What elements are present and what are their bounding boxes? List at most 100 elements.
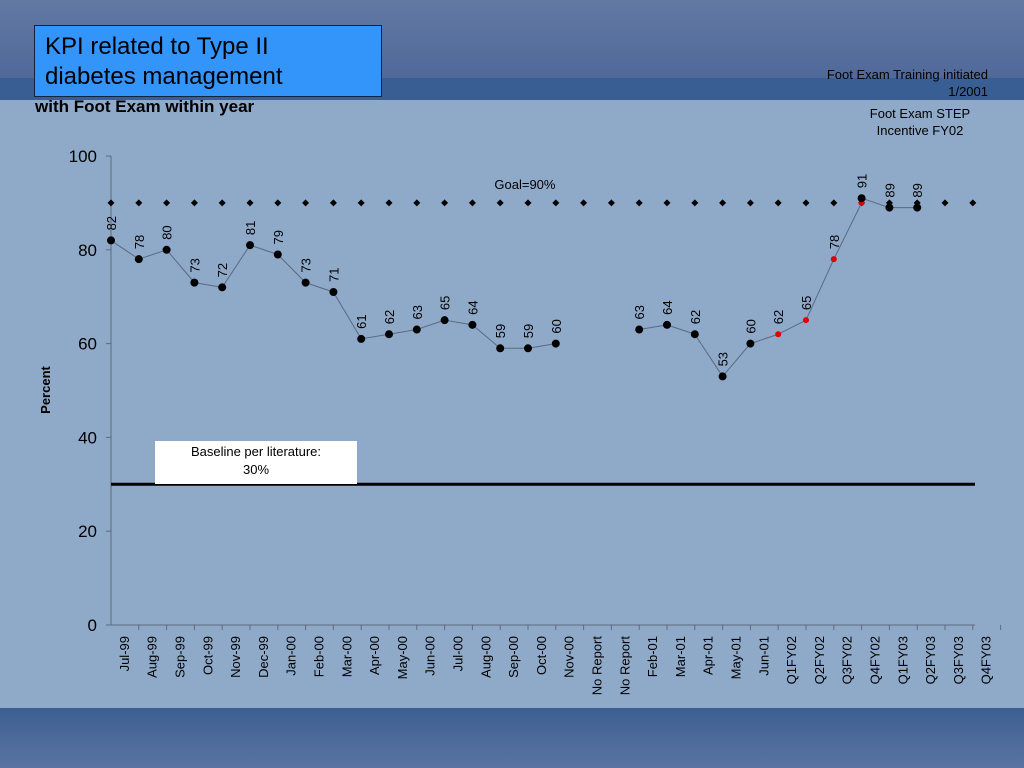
x-tick-label: Jul-00 <box>451 636 466 671</box>
goal-diamond <box>163 199 171 207</box>
x-tick-label: No Report <box>617 636 632 696</box>
data-label: 82 <box>104 216 119 230</box>
x-tick-label: Sep-00 <box>506 636 521 678</box>
data-label: 63 <box>632 305 647 319</box>
x-tick-label: Jul-99 <box>117 636 132 671</box>
data-label: 59 <box>493 324 508 338</box>
x-tick-label: Mar-01 <box>673 636 688 677</box>
goal-annotation: Goal=90% <box>494 177 556 192</box>
x-tick-label: Oct-00 <box>534 636 549 675</box>
goal-diamond <box>635 199 643 207</box>
series-line-segment <box>361 333 390 340</box>
data-label: 91 <box>855 174 870 188</box>
x-tick-label: Aug-99 <box>145 636 160 678</box>
x-tick-label: Nov-99 <box>228 636 243 678</box>
series-line-segment <box>722 343 751 377</box>
data-point <box>440 316 449 325</box>
data-label: 63 <box>410 305 425 319</box>
training-note: Foot Exam Training initiated 1/2001 <box>760 66 988 100</box>
series-line-segment <box>110 240 140 260</box>
x-tick-label: Jan-00 <box>284 636 299 676</box>
data-point <box>690 330 699 339</box>
data-point <box>496 344 505 353</box>
goal-diamond <box>218 199 226 207</box>
data-point <box>329 288 338 297</box>
x-tick-label: Mar-00 <box>339 636 354 677</box>
x-tick-label: May-00 <box>395 636 410 679</box>
series-line-segment <box>639 324 668 331</box>
series-line-segment <box>332 291 362 340</box>
goal-diamond <box>802 199 810 207</box>
x-tick-label: Q1FY03 <box>895 636 910 684</box>
goal-diamond <box>663 199 671 207</box>
y-tick-label: 100 <box>69 147 97 166</box>
x-tick-label: No Report <box>590 636 605 696</box>
goal-diamond <box>274 199 282 207</box>
series-line-segment <box>221 244 251 288</box>
x-tick-label: May-01 <box>729 636 744 679</box>
data-label: 64 <box>660 300 675 314</box>
goal-diamond <box>580 199 588 207</box>
data-label: 62 <box>382 310 397 324</box>
y-tick-label: 20 <box>78 522 97 541</box>
data-point <box>857 194 866 203</box>
x-tick-label: Apr-01 <box>701 636 716 675</box>
data-label: 62 <box>688 310 703 324</box>
data-label: 73 <box>187 258 202 272</box>
x-tick-label: Aug-00 <box>478 636 493 678</box>
y-tick-label: 60 <box>78 335 97 354</box>
data-point <box>357 334 366 343</box>
goal-diamond <box>302 199 310 207</box>
goal-diamond <box>691 199 699 207</box>
series-line-segment <box>805 258 835 321</box>
data-point <box>468 320 477 329</box>
data-point <box>107 236 115 245</box>
series-line-segment <box>666 324 695 335</box>
series-line-segment <box>166 249 195 283</box>
data-point <box>273 250 282 259</box>
data-point <box>885 203 894 212</box>
y-tick-label: 80 <box>78 241 97 260</box>
goal-diamond <box>496 199 504 207</box>
goal-diamond <box>107 199 115 207</box>
step-incentive-note: Foot Exam STEP Incentive FY02 <box>840 105 1000 139</box>
step-note-line-2: Incentive FY02 <box>876 123 964 138</box>
goal-diamond <box>746 199 754 207</box>
series-line-segment <box>861 197 890 209</box>
x-tick-label: Q2FY03 <box>923 636 938 684</box>
series-line-segment <box>750 333 779 345</box>
data-label: 60 <box>743 319 758 333</box>
data-label: 64 <box>465 300 480 314</box>
x-tick-label: Q4FY03 <box>979 636 994 684</box>
data-point <box>190 278 199 287</box>
goal-diamond <box>524 199 532 207</box>
goal-diamond <box>441 199 449 207</box>
goal-diamond <box>969 199 977 207</box>
data-point <box>301 278 310 287</box>
data-point <box>746 339 755 348</box>
slide-title-line-1: KPI related to Type II <box>45 33 269 60</box>
x-tick-label: Jun-00 <box>423 636 438 676</box>
series-line-segment <box>472 324 501 349</box>
data-label: 78 <box>827 235 842 249</box>
goal-diamond <box>830 199 838 207</box>
data-label: 65 <box>438 296 453 310</box>
data-point <box>718 372 727 381</box>
footer-band <box>0 708 1024 768</box>
data-label: 60 <box>549 319 564 333</box>
series-line-segment <box>694 333 724 377</box>
goal-diamond <box>468 199 476 207</box>
x-tick-label: Q2FY02 <box>812 636 827 684</box>
goal-diamond <box>607 199 615 207</box>
data-label: 72 <box>215 263 230 277</box>
slide-subtitle: with Foot Exam within year <box>35 97 255 116</box>
data-point <box>551 339 560 348</box>
y-tick-label: 40 <box>78 428 97 447</box>
baseline-label-line-1: Baseline per literature: <box>191 444 321 459</box>
data-label: 89 <box>882 183 897 197</box>
x-tick-label: Dec-99 <box>256 636 271 678</box>
series-line-segment <box>527 343 556 349</box>
goal-diamond <box>941 199 949 207</box>
data-point <box>246 241 254 250</box>
